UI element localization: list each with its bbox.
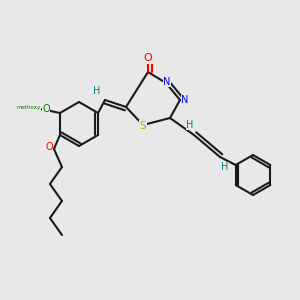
Text: methoxy: methoxy xyxy=(17,106,41,110)
Text: N: N xyxy=(163,77,171,87)
Text: H: H xyxy=(221,162,229,172)
Text: S: S xyxy=(140,121,146,131)
Text: O: O xyxy=(45,142,53,152)
Text: H: H xyxy=(93,86,101,96)
Text: H: H xyxy=(186,120,194,130)
Text: O: O xyxy=(144,53,152,63)
Text: N: N xyxy=(181,95,189,105)
Text: O: O xyxy=(42,104,50,114)
